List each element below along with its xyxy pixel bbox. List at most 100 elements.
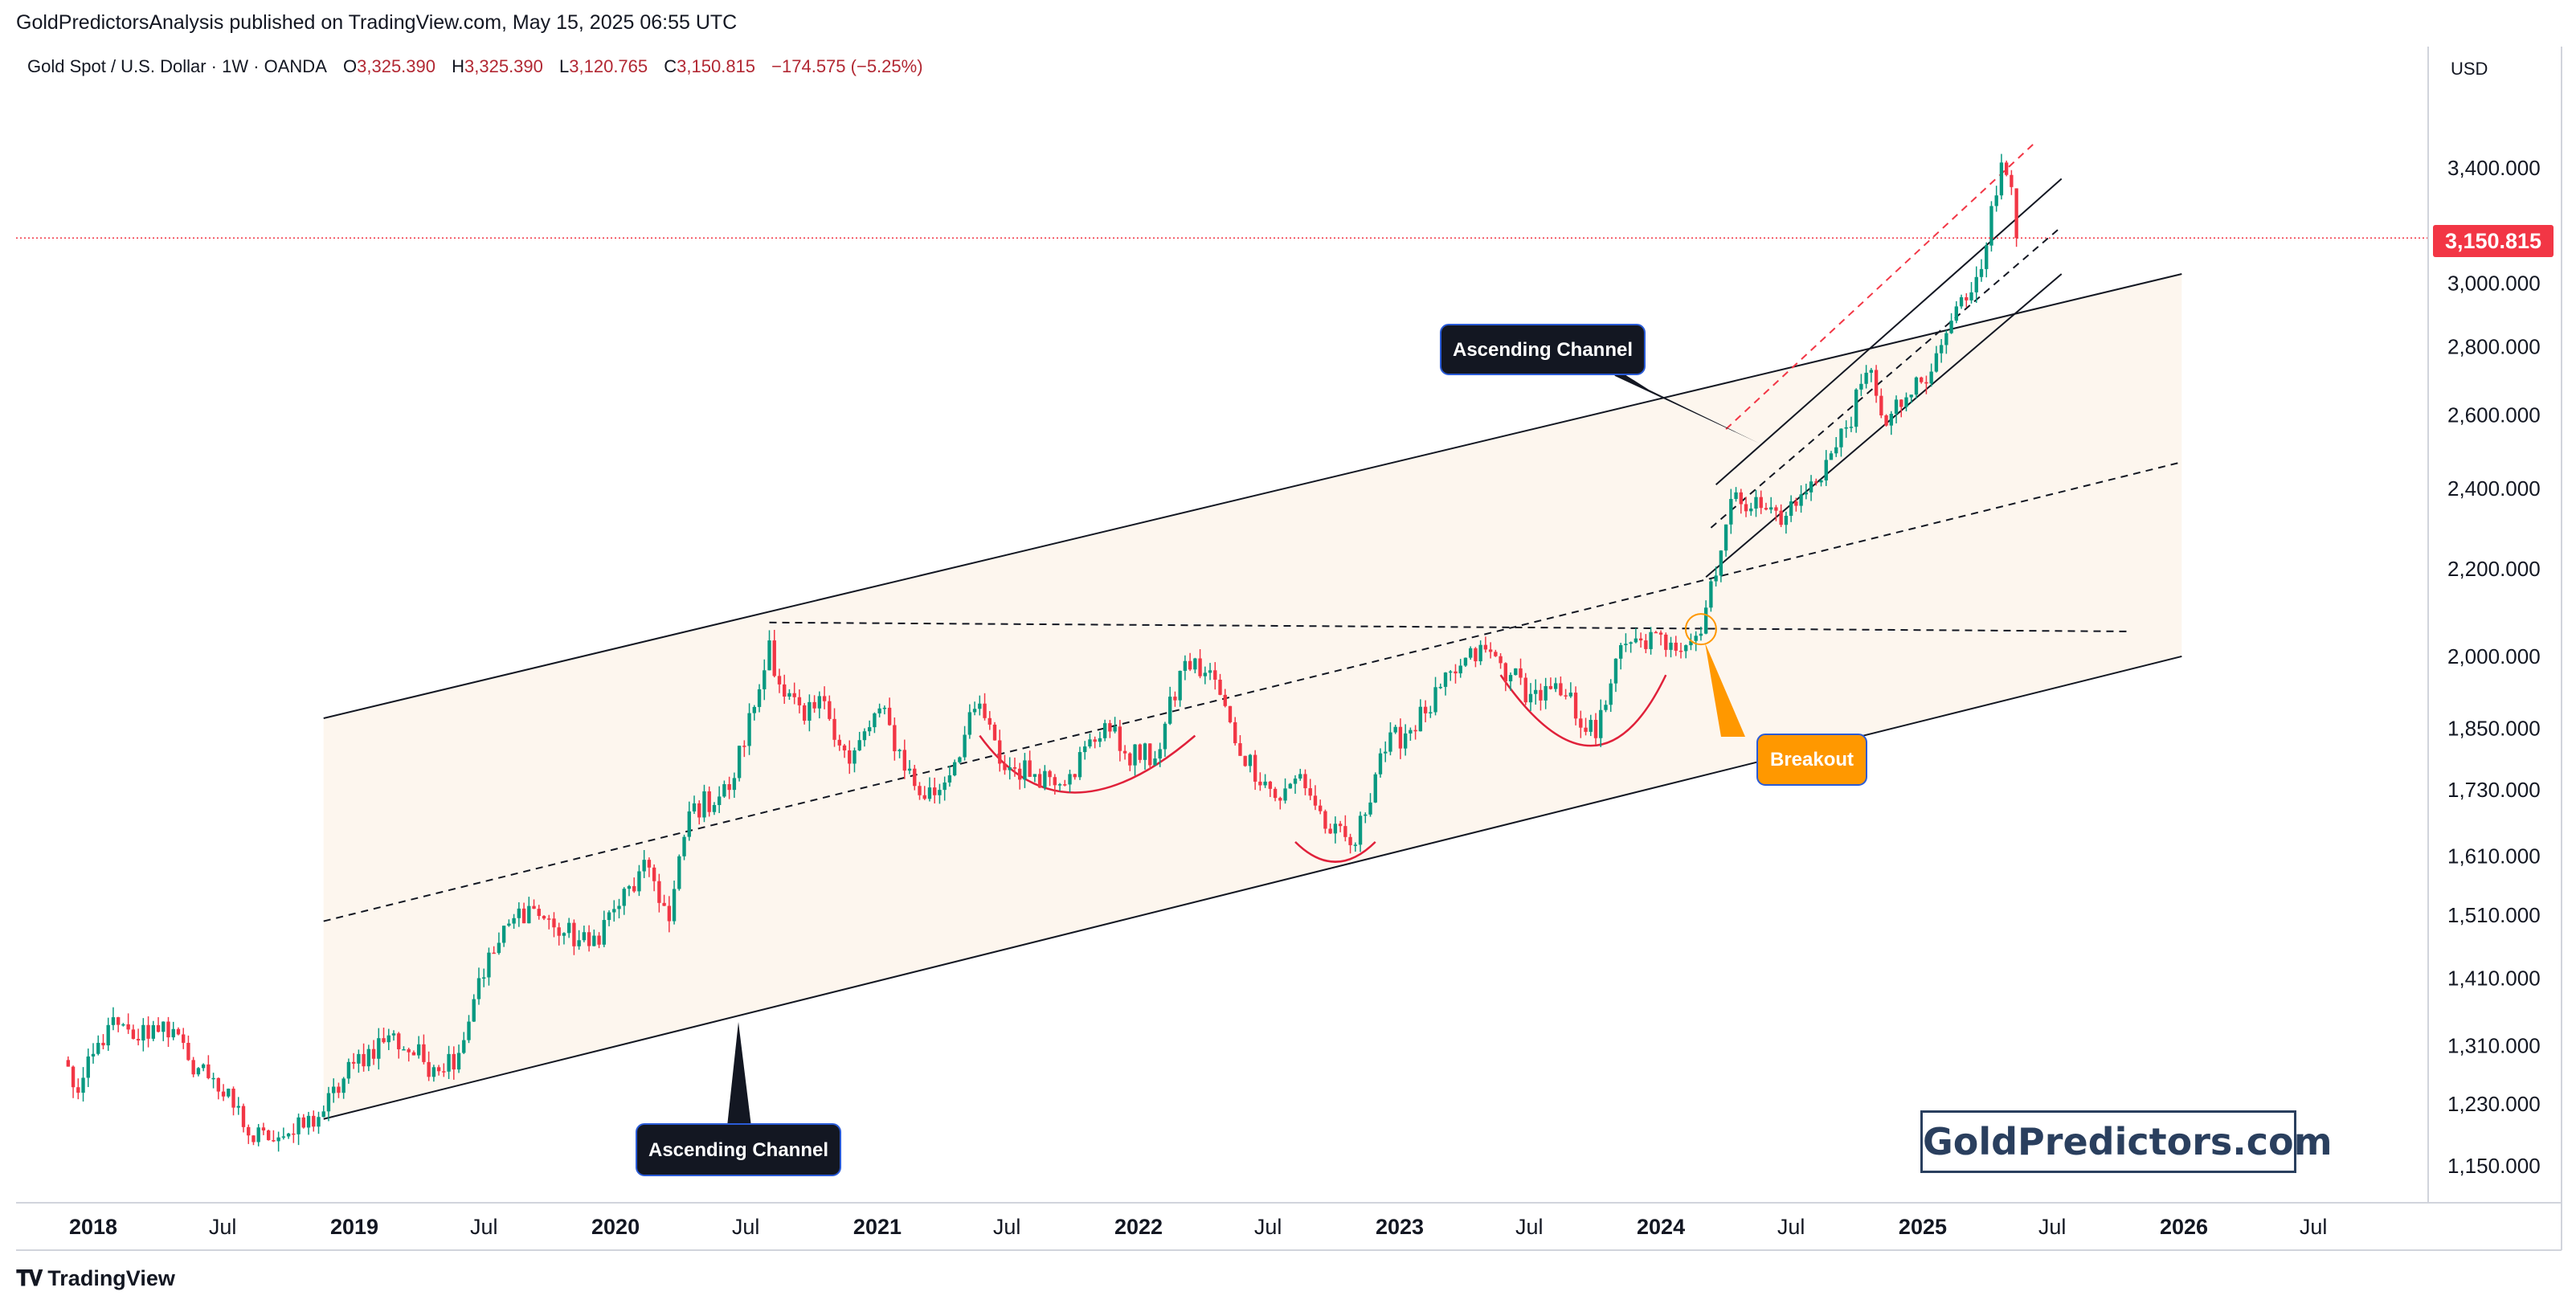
candle-body xyxy=(1384,751,1388,754)
candle-body xyxy=(1664,634,1668,650)
candle-body xyxy=(963,734,967,758)
candle-body xyxy=(182,1034,186,1043)
candle-body xyxy=(146,1024,150,1039)
candle-body xyxy=(131,1029,136,1040)
candle-body xyxy=(757,689,762,707)
time-tick-label: Jul xyxy=(2038,1215,2067,1239)
candle-body xyxy=(1153,758,1157,766)
candle-body xyxy=(391,1033,396,1036)
candle-body xyxy=(1814,481,1818,483)
candle-body xyxy=(822,696,827,701)
candle-body xyxy=(292,1133,296,1135)
candle-body xyxy=(1474,648,1478,662)
candle-body xyxy=(682,836,686,856)
candle-body xyxy=(1879,395,1883,416)
candle-body xyxy=(542,916,546,919)
candle-body xyxy=(1674,642,1678,651)
candle-body xyxy=(1418,706,1423,732)
candle-body xyxy=(632,885,636,892)
candle-body xyxy=(1689,640,1693,646)
candle-body xyxy=(121,1024,125,1026)
candle-body xyxy=(427,1061,431,1077)
candle-body xyxy=(1268,781,1273,789)
candle-body xyxy=(171,1028,175,1038)
inner-channel-upper xyxy=(1715,178,2063,486)
candle-body xyxy=(1553,683,1558,689)
candle-body xyxy=(1348,836,1352,845)
candle-body xyxy=(587,932,591,946)
candle-body xyxy=(1113,726,1117,732)
candle-body xyxy=(476,978,481,999)
time-axis[interactable]: 2018 Jul 2019 Jul 2020 Jul 2021 Jul 2022 Jul 2023 J… xyxy=(69,1215,2327,1239)
candle-body xyxy=(431,1067,436,1077)
candle-body xyxy=(1413,730,1417,732)
candle-body xyxy=(1333,824,1338,834)
candle-body xyxy=(1629,642,1633,644)
candle-body xyxy=(1278,798,1282,801)
candle-body xyxy=(873,713,877,728)
candle-body xyxy=(557,927,561,936)
candle-body xyxy=(958,757,962,762)
candle-body xyxy=(1528,693,1533,703)
candle-body xyxy=(126,1024,130,1030)
candle-body xyxy=(517,908,521,918)
candle-body xyxy=(1754,497,1758,509)
candle-body xyxy=(853,750,857,764)
currency-label[interactable]: USD xyxy=(2451,59,2488,79)
candle-body xyxy=(1148,743,1152,766)
candle-body xyxy=(1298,774,1302,779)
candle-body xyxy=(1944,333,1948,345)
candle-body xyxy=(397,1033,401,1049)
candle-body xyxy=(1759,497,1763,509)
time-tick-label: Jul xyxy=(1254,1215,1282,1239)
breakout-circle xyxy=(1684,613,1717,646)
candle-body xyxy=(1373,774,1377,803)
candle-body xyxy=(1323,811,1327,829)
candle-body xyxy=(1734,492,1738,500)
candle-body xyxy=(848,750,852,764)
candle-body xyxy=(447,1053,451,1072)
candle-body xyxy=(227,1089,231,1097)
tradingview-logo[interactable]: 𝐓𝐕 TradingView xyxy=(16,1266,175,1292)
candle-body xyxy=(1744,504,1748,512)
candle-body xyxy=(1463,657,1468,666)
callout-channel-top-text: Ascending Channel xyxy=(1453,339,1633,361)
candle-body xyxy=(697,803,701,818)
candle-body xyxy=(1824,460,1828,480)
candle-body xyxy=(1514,668,1518,676)
candle-body xyxy=(341,1078,346,1093)
candle-body xyxy=(647,860,652,868)
candle-body xyxy=(1989,206,1993,246)
candle-body xyxy=(727,784,731,791)
candle-body xyxy=(537,909,541,917)
candle-body xyxy=(922,795,926,799)
candle-body xyxy=(717,796,722,806)
callout-breakout-pointer xyxy=(1705,643,1745,737)
candle-body xyxy=(106,1024,110,1046)
candle-body xyxy=(116,1017,121,1025)
candle-body xyxy=(566,922,571,934)
candle-body xyxy=(1093,739,1097,742)
candle-body xyxy=(501,926,506,943)
candle-body xyxy=(712,805,717,812)
candle-body xyxy=(1523,677,1527,703)
candle-body xyxy=(452,1053,456,1070)
candle-body xyxy=(472,999,476,1022)
candle-body xyxy=(1128,753,1132,766)
candle-body xyxy=(677,856,681,889)
cup-patterns xyxy=(979,674,1667,863)
candle-body xyxy=(1613,658,1618,684)
candle-body xyxy=(492,952,496,954)
time-tick-label: 2026 xyxy=(2160,1215,2208,1239)
time-tick-label: Jul xyxy=(470,1215,498,1239)
candle-body xyxy=(667,905,672,922)
candle-body xyxy=(1649,632,1653,649)
candle-body xyxy=(377,1038,381,1059)
price-axis[interactable]: 3,400.000 3,000.000 2,800.000 2,600.000 2,40… xyxy=(2447,156,2541,1178)
candle-body xyxy=(521,908,526,924)
price-tick-label: 3,000.000 xyxy=(2447,271,2541,295)
candle-body xyxy=(1253,754,1257,782)
candle-body xyxy=(1118,726,1122,751)
candle-body xyxy=(562,933,566,936)
